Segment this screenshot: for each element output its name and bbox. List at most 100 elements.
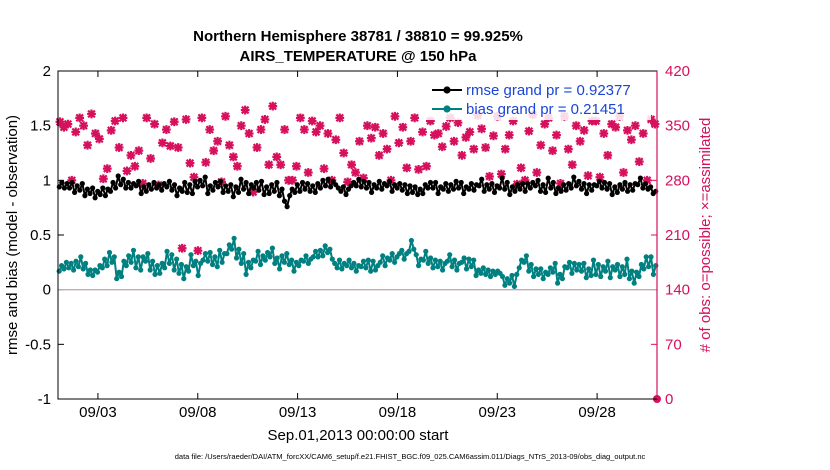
obs-marker <box>288 175 297 185</box>
obs-marker <box>236 121 246 131</box>
rmse-point <box>251 185 257 191</box>
y-right-tick-label: 350 <box>665 118 690 135</box>
bias-point <box>406 248 412 254</box>
rmse-point <box>504 179 510 186</box>
rmse-point <box>266 190 272 197</box>
rmse-point <box>586 182 592 188</box>
rmse-point <box>343 191 349 198</box>
bias-point <box>586 266 592 272</box>
obs-marker <box>351 168 360 177</box>
bias-point <box>226 242 232 248</box>
obs-marker <box>477 124 487 134</box>
bias-point <box>466 256 472 262</box>
rmse-point <box>450 186 457 192</box>
rmse-point <box>384 183 390 189</box>
obs-marker <box>335 113 345 123</box>
bias-point <box>593 271 599 277</box>
rmse-point <box>537 188 544 194</box>
legend-box <box>425 78 651 120</box>
y-left-tick-label: 1.5 <box>30 118 51 135</box>
bias-line <box>58 237 657 288</box>
bias-point <box>588 272 594 279</box>
bias-point <box>636 273 642 280</box>
obs-marker <box>303 168 313 177</box>
rmse-point <box>100 185 106 191</box>
rmse-point <box>287 193 293 199</box>
bias-point <box>140 254 146 260</box>
bias-point <box>499 273 506 280</box>
bias-point <box>145 251 151 257</box>
rmse-point <box>299 179 306 186</box>
x-tick-label: 09/08 <box>179 404 217 421</box>
bias-point <box>612 267 618 273</box>
bias-point <box>269 245 275 251</box>
obs-marker <box>449 136 459 146</box>
rmse-point <box>356 176 362 182</box>
obs-marker <box>87 109 96 119</box>
bias-point <box>164 248 170 254</box>
obs-marker <box>106 125 116 135</box>
rmse-point <box>532 183 539 189</box>
bias-point <box>291 268 297 274</box>
bias-point <box>248 265 254 271</box>
obs-marker <box>469 144 479 154</box>
rmse-point <box>87 190 93 197</box>
x-tick-labels: 09/03 09/08 09/13 09/18 09/23 09/28 <box>79 404 616 421</box>
rmse-point <box>69 179 75 186</box>
rmse-point <box>376 178 382 184</box>
y-right-tick-label: 210 <box>665 227 690 244</box>
obs-marker <box>599 129 609 138</box>
rmse-point <box>625 188 631 194</box>
obs-marker <box>556 179 565 188</box>
rmse-point <box>246 190 252 197</box>
rmse-point <box>256 187 262 193</box>
rmse-point <box>517 186 523 192</box>
rmse-point <box>404 190 410 197</box>
bias-point <box>296 263 302 269</box>
bias-point <box>626 276 633 282</box>
x-tick-label: 09/28 <box>578 404 616 421</box>
rmse-point <box>202 174 208 180</box>
bias-point <box>555 280 561 286</box>
rmse-point <box>148 186 154 192</box>
obs-marker <box>185 158 195 168</box>
bias-point <box>332 260 338 266</box>
obs-marker <box>252 143 262 152</box>
bias-point <box>478 270 484 276</box>
bias-point <box>590 257 597 263</box>
bias-point <box>262 257 268 263</box>
rmse-point <box>315 181 321 187</box>
rmse-point <box>548 185 554 191</box>
bias-point <box>533 266 539 272</box>
bias-point <box>71 267 77 273</box>
y-left-tick-labels: -1 -0.5 0 0.5 1 1.5 2 <box>25 63 51 408</box>
obs-marker <box>280 125 289 134</box>
footer-data-file: data file: /Users/raeder/DAI/ATM_forcXX/… <box>175 452 646 461</box>
x-axis-label: Sep.01,2013 00:00:00 start <box>268 427 450 444</box>
y-left-tick-label: -0.5 <box>25 336 51 353</box>
rmse-point <box>113 185 119 191</box>
y-right-tick-label: 140 <box>665 282 690 299</box>
rmse-point <box>453 178 459 184</box>
obs-marker <box>638 129 648 138</box>
rmse-point <box>553 190 559 197</box>
obs-marker <box>583 171 593 181</box>
x-tick-label: 09/03 <box>79 404 117 421</box>
rmse-point <box>90 185 96 191</box>
obs-marker <box>619 168 628 177</box>
bias-point <box>305 260 311 266</box>
rmse-point <box>607 181 613 187</box>
rmse-point <box>514 182 521 188</box>
bias-point <box>449 264 455 270</box>
obs-marker <box>524 126 534 136</box>
rmse-point <box>481 188 487 194</box>
rmse-point <box>635 182 641 188</box>
rmse-point <box>310 183 316 189</box>
bias-point <box>162 265 168 271</box>
obs-marker <box>169 117 179 127</box>
obs-marker <box>268 101 278 111</box>
rmse-point <box>192 178 198 184</box>
obs-marker <box>595 172 605 182</box>
rmse-point <box>576 178 582 184</box>
bias-point <box>109 259 115 265</box>
